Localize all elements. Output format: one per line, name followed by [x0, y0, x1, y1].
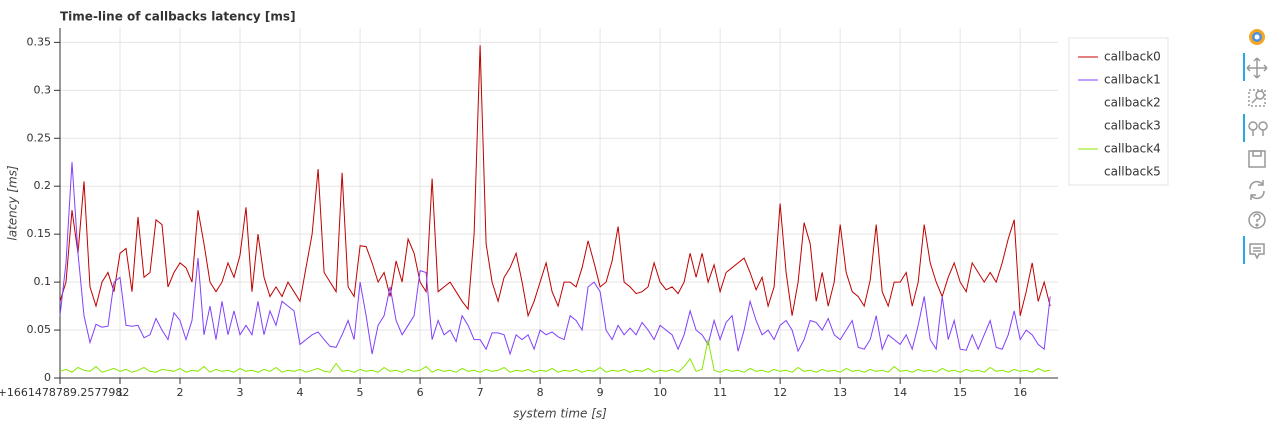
box-zoom-tool[interactable]: [1248, 89, 1266, 107]
wheel-zoom-tool[interactable]: [1248, 121, 1268, 136]
legend-label: callback4: [1104, 142, 1161, 156]
series-line: [59, 45, 1051, 318]
x-tick-label: 11: [713, 386, 727, 399]
y-tick-label: 0.2: [34, 179, 52, 192]
x-tick-label: 7: [477, 386, 484, 399]
series-line: [59, 162, 1051, 356]
legend-label: callback5: [1104, 165, 1161, 179]
active-indicator: [1243, 53, 1245, 81]
legend-label: callback1: [1104, 73, 1161, 87]
reset-tool[interactable]: [1249, 180, 1265, 200]
x-tick-label: 3: [237, 386, 244, 399]
x-tick-label: 5: [357, 386, 364, 399]
toolbar: [1243, 29, 1268, 264]
y-tick-label: 0.1: [34, 275, 52, 288]
bokeh-logo: [1249, 29, 1265, 45]
pan-tool[interactable]: [1246, 57, 1268, 79]
save-tool[interactable]: [1248, 150, 1266, 168]
legend-box: [1068, 37, 1169, 186]
y-tick-label: 0.3: [34, 83, 52, 96]
legend-label: callback2: [1104, 96, 1161, 110]
x-tick-label: 2: [177, 386, 184, 399]
x-tick-label: 10: [653, 386, 667, 399]
x-tick-label: 8: [537, 386, 544, 399]
x-axis-label: system time [s]: [513, 407, 607, 421]
legend-label: callback3: [1104, 119, 1161, 133]
active-indicator: [1243, 236, 1245, 264]
legend-label: callback0: [1104, 50, 1161, 64]
y-tick-label: 0.25: [27, 131, 52, 144]
x-tick-label: 12: [773, 386, 787, 399]
x-tick-label: 13: [833, 386, 847, 399]
x-tick-label: 16: [1013, 386, 1027, 399]
x-tick-label: 9: [597, 386, 604, 399]
x-tick-label: 1: [117, 386, 124, 399]
grid: [59, 28, 1058, 379]
series-line: [59, 339, 1051, 373]
x-tick-label: 14: [893, 386, 907, 399]
chart-title: Time-line of callbacks latency [ms]: [60, 10, 296, 24]
x-tick-label: 6: [417, 386, 424, 399]
x-tick-label: 4: [297, 386, 304, 399]
y-tick-label: 0.05: [27, 323, 52, 336]
x-tick-label: 15: [953, 386, 967, 399]
y-axis-label: latency [ms]: [6, 165, 20, 241]
hover-tool[interactable]: [1249, 243, 1265, 260]
help-tool[interactable]: [1248, 211, 1266, 229]
y-tick-label: 0: [44, 371, 51, 384]
x-tick-label: 0+1661478789.2577982: [0, 386, 129, 399]
y-tick-label: 0.15: [27, 227, 52, 240]
y-tick-label: 0.35: [27, 35, 52, 48]
active-indicator: [1243, 114, 1245, 142]
